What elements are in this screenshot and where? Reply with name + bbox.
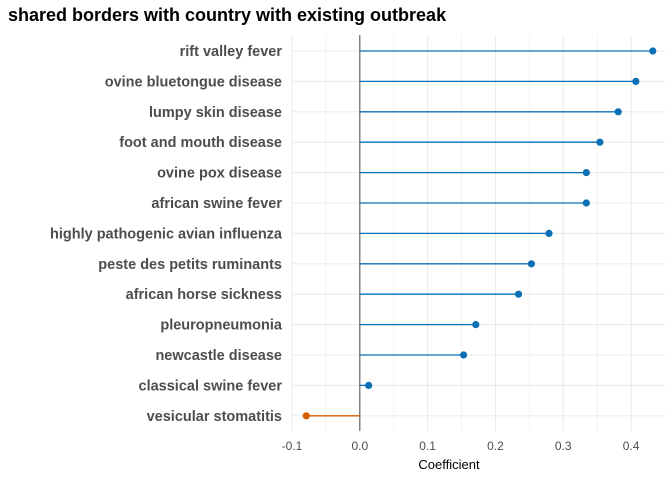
- category-label: african swine fever: [151, 196, 282, 212]
- lollipop-point: [596, 138, 604, 146]
- lollipop-point: [632, 77, 640, 85]
- chart-title: shared borders with country with existin…: [8, 5, 447, 25]
- point-layer: [302, 47, 657, 420]
- lollipop-point: [649, 47, 657, 55]
- category-label-layer: rift valley fever ovine bluetongue diseas…: [50, 44, 283, 425]
- category-label: ovine bluetongue disease: [105, 74, 282, 90]
- x-tick-label: -0.1: [282, 439, 303, 453]
- x-tick-label: 0.2: [487, 439, 504, 453]
- lollipop-point: [545, 229, 553, 237]
- lollipop-point: [472, 321, 480, 329]
- lollipop-point: [365, 381, 373, 389]
- tick-label-layer: -0.1 0.0 0.1 0.2 0.3 0.4: [282, 439, 640, 453]
- category-label: rift valley fever: [180, 44, 283, 60]
- lollipop-point: [302, 412, 310, 420]
- category-label: classical swine fever: [139, 378, 283, 394]
- lollipop-point: [527, 260, 535, 268]
- stem-layer: [306, 50, 653, 417]
- category-label: pleuropneumonia: [160, 318, 283, 334]
- category-label: highly pathogenic avian influenza: [50, 226, 283, 242]
- lollipop-point: [614, 108, 622, 116]
- x-axis-title: Coefficient: [418, 457, 480, 472]
- category-label: african horse sickness: [126, 287, 282, 303]
- x-tick-label: 0.1: [419, 439, 436, 453]
- category-label: lumpy skin disease: [149, 105, 282, 121]
- lollipop-point: [514, 290, 523, 298]
- x-tick-label: 0.3: [555, 439, 572, 453]
- category-label: newcastle disease: [155, 348, 282, 364]
- lollipop-point: [459, 351, 468, 359]
- category-label: vesicular stomatitis: [147, 409, 282, 425]
- category-label: peste des petits ruminants: [98, 257, 282, 273]
- category-label: foot and mouth disease: [119, 135, 282, 151]
- x-tick-label: 0.4: [623, 439, 640, 453]
- x-tick-label: 0.0: [351, 439, 368, 453]
- category-label: ovine pox disease: [157, 166, 282, 182]
- lollipop-point: [582, 169, 590, 177]
- lollipop-point: [582, 199, 590, 207]
